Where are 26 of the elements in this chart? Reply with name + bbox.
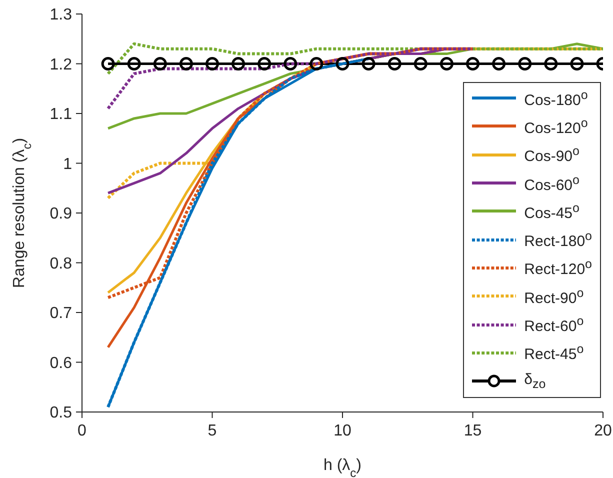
- legend-label: Cos-45$^{o}$: [524, 200, 580, 222]
- y-tick-label: 0.5: [50, 404, 72, 422]
- y-tick-label: 0.9: [50, 206, 72, 223]
- x-tick-label: 20: [594, 422, 612, 440]
- legend-label: Cos-180$^{o}$: [524, 88, 588, 109]
- x-tick-label: 10: [334, 422, 352, 440]
- y-tick-label: 0.7: [50, 305, 72, 322]
- x-tick-label: 15: [464, 422, 482, 440]
- legend-label: Rect-45$^{o}$: [524, 342, 584, 364]
- legend-label: Rect-90$^{o}$: [524, 286, 584, 307]
- legend-label: δ$_{zo}$: [524, 371, 546, 392]
- legend-label: Rect-60$^{o}$: [524, 314, 584, 336]
- legend-label: Rect-120$^{o}$: [524, 257, 592, 278]
- legend-label: Cos-60$^{o}$: [524, 172, 580, 194]
- x-axis-title: h (λ$_{c}$): [324, 457, 362, 478]
- y-tick-label: 1.2: [50, 56, 72, 74]
- y-tick-label: 1.3: [50, 6, 72, 24]
- y-tick-label: 0.6: [50, 354, 72, 372]
- y-tick-label: 1.1: [50, 106, 72, 124]
- x-tick-label: 5: [208, 422, 217, 440]
- y-tick-label: 0.8: [50, 255, 72, 272]
- legend-label: Cos-120$^{o}$: [524, 116, 588, 137]
- legend-label: Rect-180$^{o}$: [524, 229, 592, 250]
- y-tick-label: 1: [63, 156, 72, 173]
- legend-label: Cos-90$^{o}$: [524, 144, 580, 166]
- x-tick-label: 0: [78, 422, 87, 440]
